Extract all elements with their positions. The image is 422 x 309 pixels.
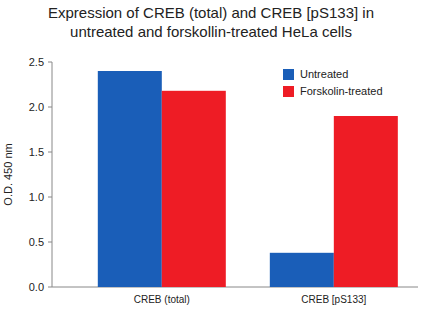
- y-tick-label: 1.5: [29, 146, 44, 158]
- legend-swatch: [283, 69, 294, 80]
- bars: [98, 71, 398, 287]
- legend-label: Untreated: [300, 68, 348, 80]
- y-tick: [48, 197, 52, 198]
- y-tick: [48, 107, 52, 108]
- x-tick-label: CREB [pS133]: [301, 294, 366, 305]
- chart: Expression of CREB (total) and CREB [pS1…: [0, 0, 422, 309]
- y-tick-label: 2.0: [29, 101, 44, 113]
- y-tick-label: 2.5: [29, 56, 44, 68]
- y-axis-label: O.D. 450 nm: [2, 143, 14, 205]
- title-line: Expression of CREB (total) and CREB [pS1…: [48, 4, 374, 21]
- bar: [98, 71, 162, 287]
- bar: [334, 116, 398, 287]
- y-tick: [48, 242, 52, 243]
- legend-swatch: [283, 86, 294, 97]
- y-tick: [48, 62, 52, 63]
- title: Expression of CREB (total) and CREB [pS1…: [48, 4, 374, 40]
- y-tick-label: 1.0: [29, 191, 44, 203]
- y-tick-label: 0.5: [29, 236, 44, 248]
- y-tick-label: 0.0: [29, 281, 44, 293]
- y-tick: [48, 152, 52, 153]
- x-tick-label: CREB (total): [134, 294, 190, 305]
- legend-label: Forskolin-treated: [300, 85, 383, 97]
- bar: [162, 91, 226, 287]
- title-line: untreated and forskollin-treated HeLa ce…: [70, 23, 352, 40]
- y-axis: [52, 62, 53, 287]
- bar: [270, 253, 334, 287]
- y-tick: [48, 287, 52, 288]
